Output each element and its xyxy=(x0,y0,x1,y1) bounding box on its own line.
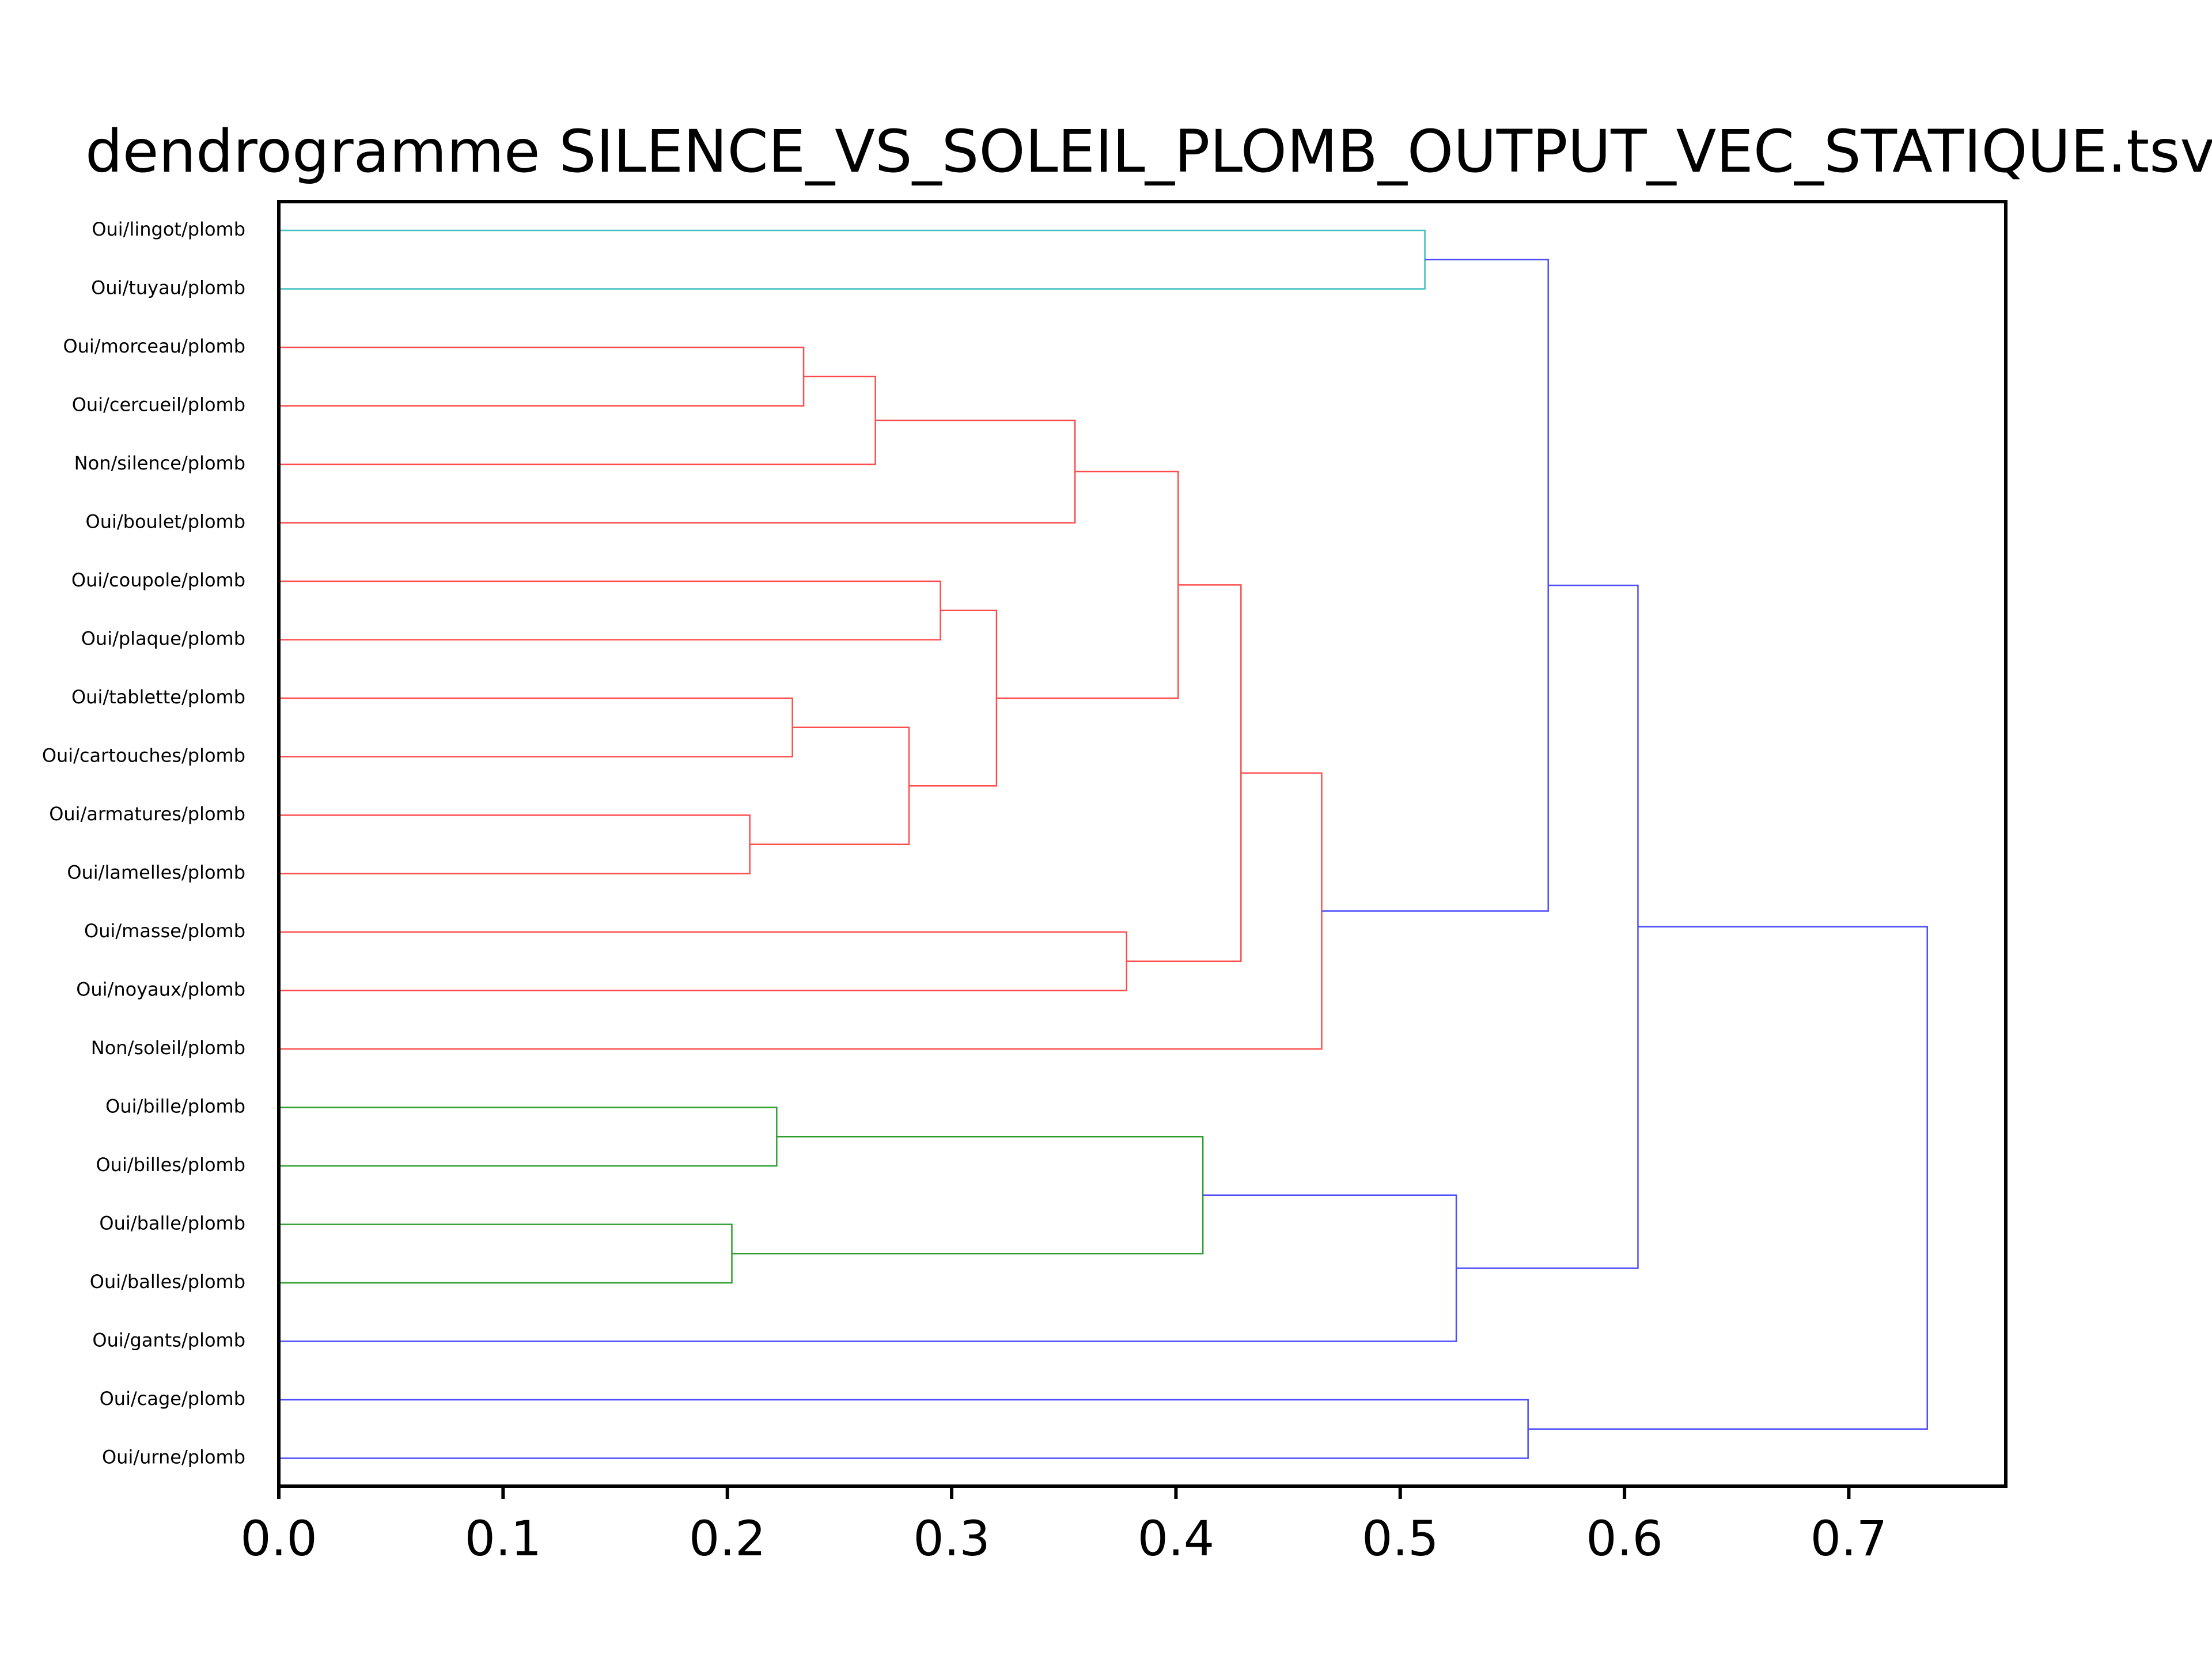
link-m8 xyxy=(749,726,910,845)
link-m1 xyxy=(279,229,1426,290)
link-m2 xyxy=(279,346,805,407)
link-m16 xyxy=(279,1224,733,1284)
leaf-label: Oui/morceau/plomb xyxy=(63,335,245,357)
x-axis: 0.0 0.1 0.2 0.3 0.4 0.5 0.6 0.7 xyxy=(240,1486,1887,1567)
leaf-label: Oui/balles/plomb xyxy=(90,1271,245,1293)
link-m5 xyxy=(279,580,941,641)
link-m14 xyxy=(1321,259,1549,912)
leaf-label: Oui/plaque/plomb xyxy=(81,628,245,650)
leaf-label: Oui/cartouches/plomb xyxy=(42,745,245,767)
leaf-labels: Oui/lingot/plomb Oui/tuyau/plomb Oui/morce… xyxy=(42,218,245,1468)
leaf-label: Oui/coupole/plomb xyxy=(71,569,245,591)
x-tick-label: 0.1 xyxy=(465,1510,542,1567)
x-tick-label: 0.0 xyxy=(240,1510,317,1567)
leaf-label: Oui/gants/plomb xyxy=(92,1330,245,1351)
link-m18 xyxy=(279,1194,1457,1342)
link-m12 xyxy=(1126,584,1242,962)
leaf-label: Oui/billes/plomb xyxy=(96,1154,245,1176)
chart-title: dendrogramme SILENCE_VS_SOLEIL_PLOMB_OUT… xyxy=(85,118,2212,186)
link-m9 xyxy=(909,609,998,787)
x-tick-label: 0.5 xyxy=(1362,1510,1439,1567)
x-tick-label: 0.2 xyxy=(689,1510,766,1567)
link-m20 xyxy=(279,1399,1529,1459)
leaf-label: Oui/tuyau/plomb xyxy=(91,277,245,299)
leaf-label: Oui/balle/plomb xyxy=(99,1213,245,1234)
leaf-label: Oui/bille/plomb xyxy=(105,1096,245,1118)
link-m17 xyxy=(732,1136,1204,1255)
link-m13 xyxy=(279,772,1323,1050)
x-tick-label: 0.4 xyxy=(1138,1510,1215,1567)
leaf-label: Oui/armatures/plomb xyxy=(49,803,245,825)
leaf-label: Non/soleil/plomb xyxy=(91,1037,245,1059)
leaf-label: Oui/boulet/plomb xyxy=(86,511,245,533)
leaf-label: Oui/tablette/plomb xyxy=(71,686,245,708)
link-m21 xyxy=(1528,926,1928,1430)
plot-frame xyxy=(277,200,2008,1488)
link-m3 xyxy=(279,376,876,465)
leaf-label: Oui/urne/plomb xyxy=(102,1446,245,1468)
leaf-label: Oui/lamelles/plomb xyxy=(67,862,245,884)
link-m4 xyxy=(279,419,1076,524)
link-m11 xyxy=(279,931,1127,991)
link-m19 xyxy=(1456,584,1639,1269)
leaf-label: Oui/masse/plomb xyxy=(84,920,245,942)
link-m15 xyxy=(279,1107,778,1167)
leaf-label: Oui/cercueil/plomb xyxy=(72,394,245,416)
leaf-label: Oui/cage/plomb xyxy=(100,1388,245,1410)
link-m10 xyxy=(996,471,1179,699)
x-tick-label: 0.7 xyxy=(1810,1510,1888,1567)
leaf-label: Oui/noyaux/plomb xyxy=(76,979,245,1001)
x-tick-label: 0.3 xyxy=(913,1510,990,1567)
link-m6 xyxy=(279,697,793,757)
link-m7 xyxy=(279,814,751,874)
dendrogram-links xyxy=(279,229,1928,1459)
leaf-label: Non/silence/plomb xyxy=(74,452,245,474)
x-tick-label: 0.6 xyxy=(1586,1510,1663,1567)
leaf-label: Oui/lingot/plomb xyxy=(92,218,245,240)
